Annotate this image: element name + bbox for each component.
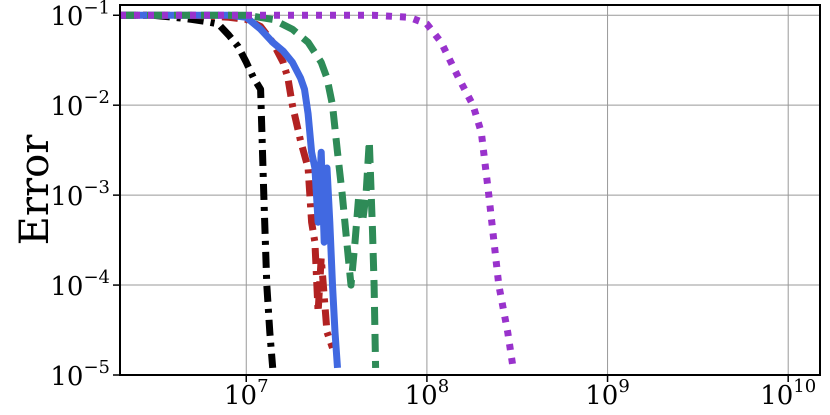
y-tick-exponent: −2 [83, 87, 110, 108]
y-tick-base: 10 [50, 362, 83, 392]
y-tick-exponent: −3 [83, 177, 110, 198]
grid [120, 5, 820, 376]
x-tick-label: 1010 [760, 376, 816, 411]
y-tick-base: 10 [50, 272, 83, 302]
y-tick-exponent: −4 [83, 267, 110, 288]
x-tick-label: 108 [405, 376, 450, 411]
ticks [113, 14, 789, 382]
y-tick-label: 10−5 [50, 357, 110, 392]
x-tick-label: 109 [585, 376, 630, 411]
x-tick-base: 10 [224, 381, 257, 411]
series-line-1 [120, 11, 277, 369]
x-tick-base: 10 [585, 381, 618, 411]
x-tick-exponent: 9 [618, 376, 629, 397]
y-tick-base: 10 [50, 92, 83, 122]
series-line-3 [120, 11, 341, 369]
x-tick-exponent: 8 [438, 376, 449, 397]
series-line-2 [120, 11, 336, 350]
y-axis-label: Error [12, 134, 58, 246]
y-tick-label: 10−1 [50, 0, 110, 32]
plot-frame [119, 4, 821, 376]
x-tick-base: 10 [405, 381, 438, 411]
series-group [120, 11, 517, 369]
y-tick-base: 10 [50, 2, 83, 32]
x-tick-exponent: 7 [257, 376, 268, 397]
x-tick-label: 107 [224, 376, 269, 411]
y-tick-exponent: −1 [83, 0, 110, 18]
y-tick-exponent: −5 [83, 357, 110, 378]
series-line-4 [120, 11, 380, 368]
x-tick-base: 10 [760, 381, 793, 411]
y-tick-label: 10−3 [50, 177, 110, 212]
series-line-5 [120, 11, 517, 369]
x-tick-exponent: 10 [793, 376, 816, 397]
y-tick-label: 10−4 [50, 267, 110, 302]
y-tick-label: 10−2 [50, 87, 110, 122]
y-tick-base: 10 [50, 182, 83, 212]
